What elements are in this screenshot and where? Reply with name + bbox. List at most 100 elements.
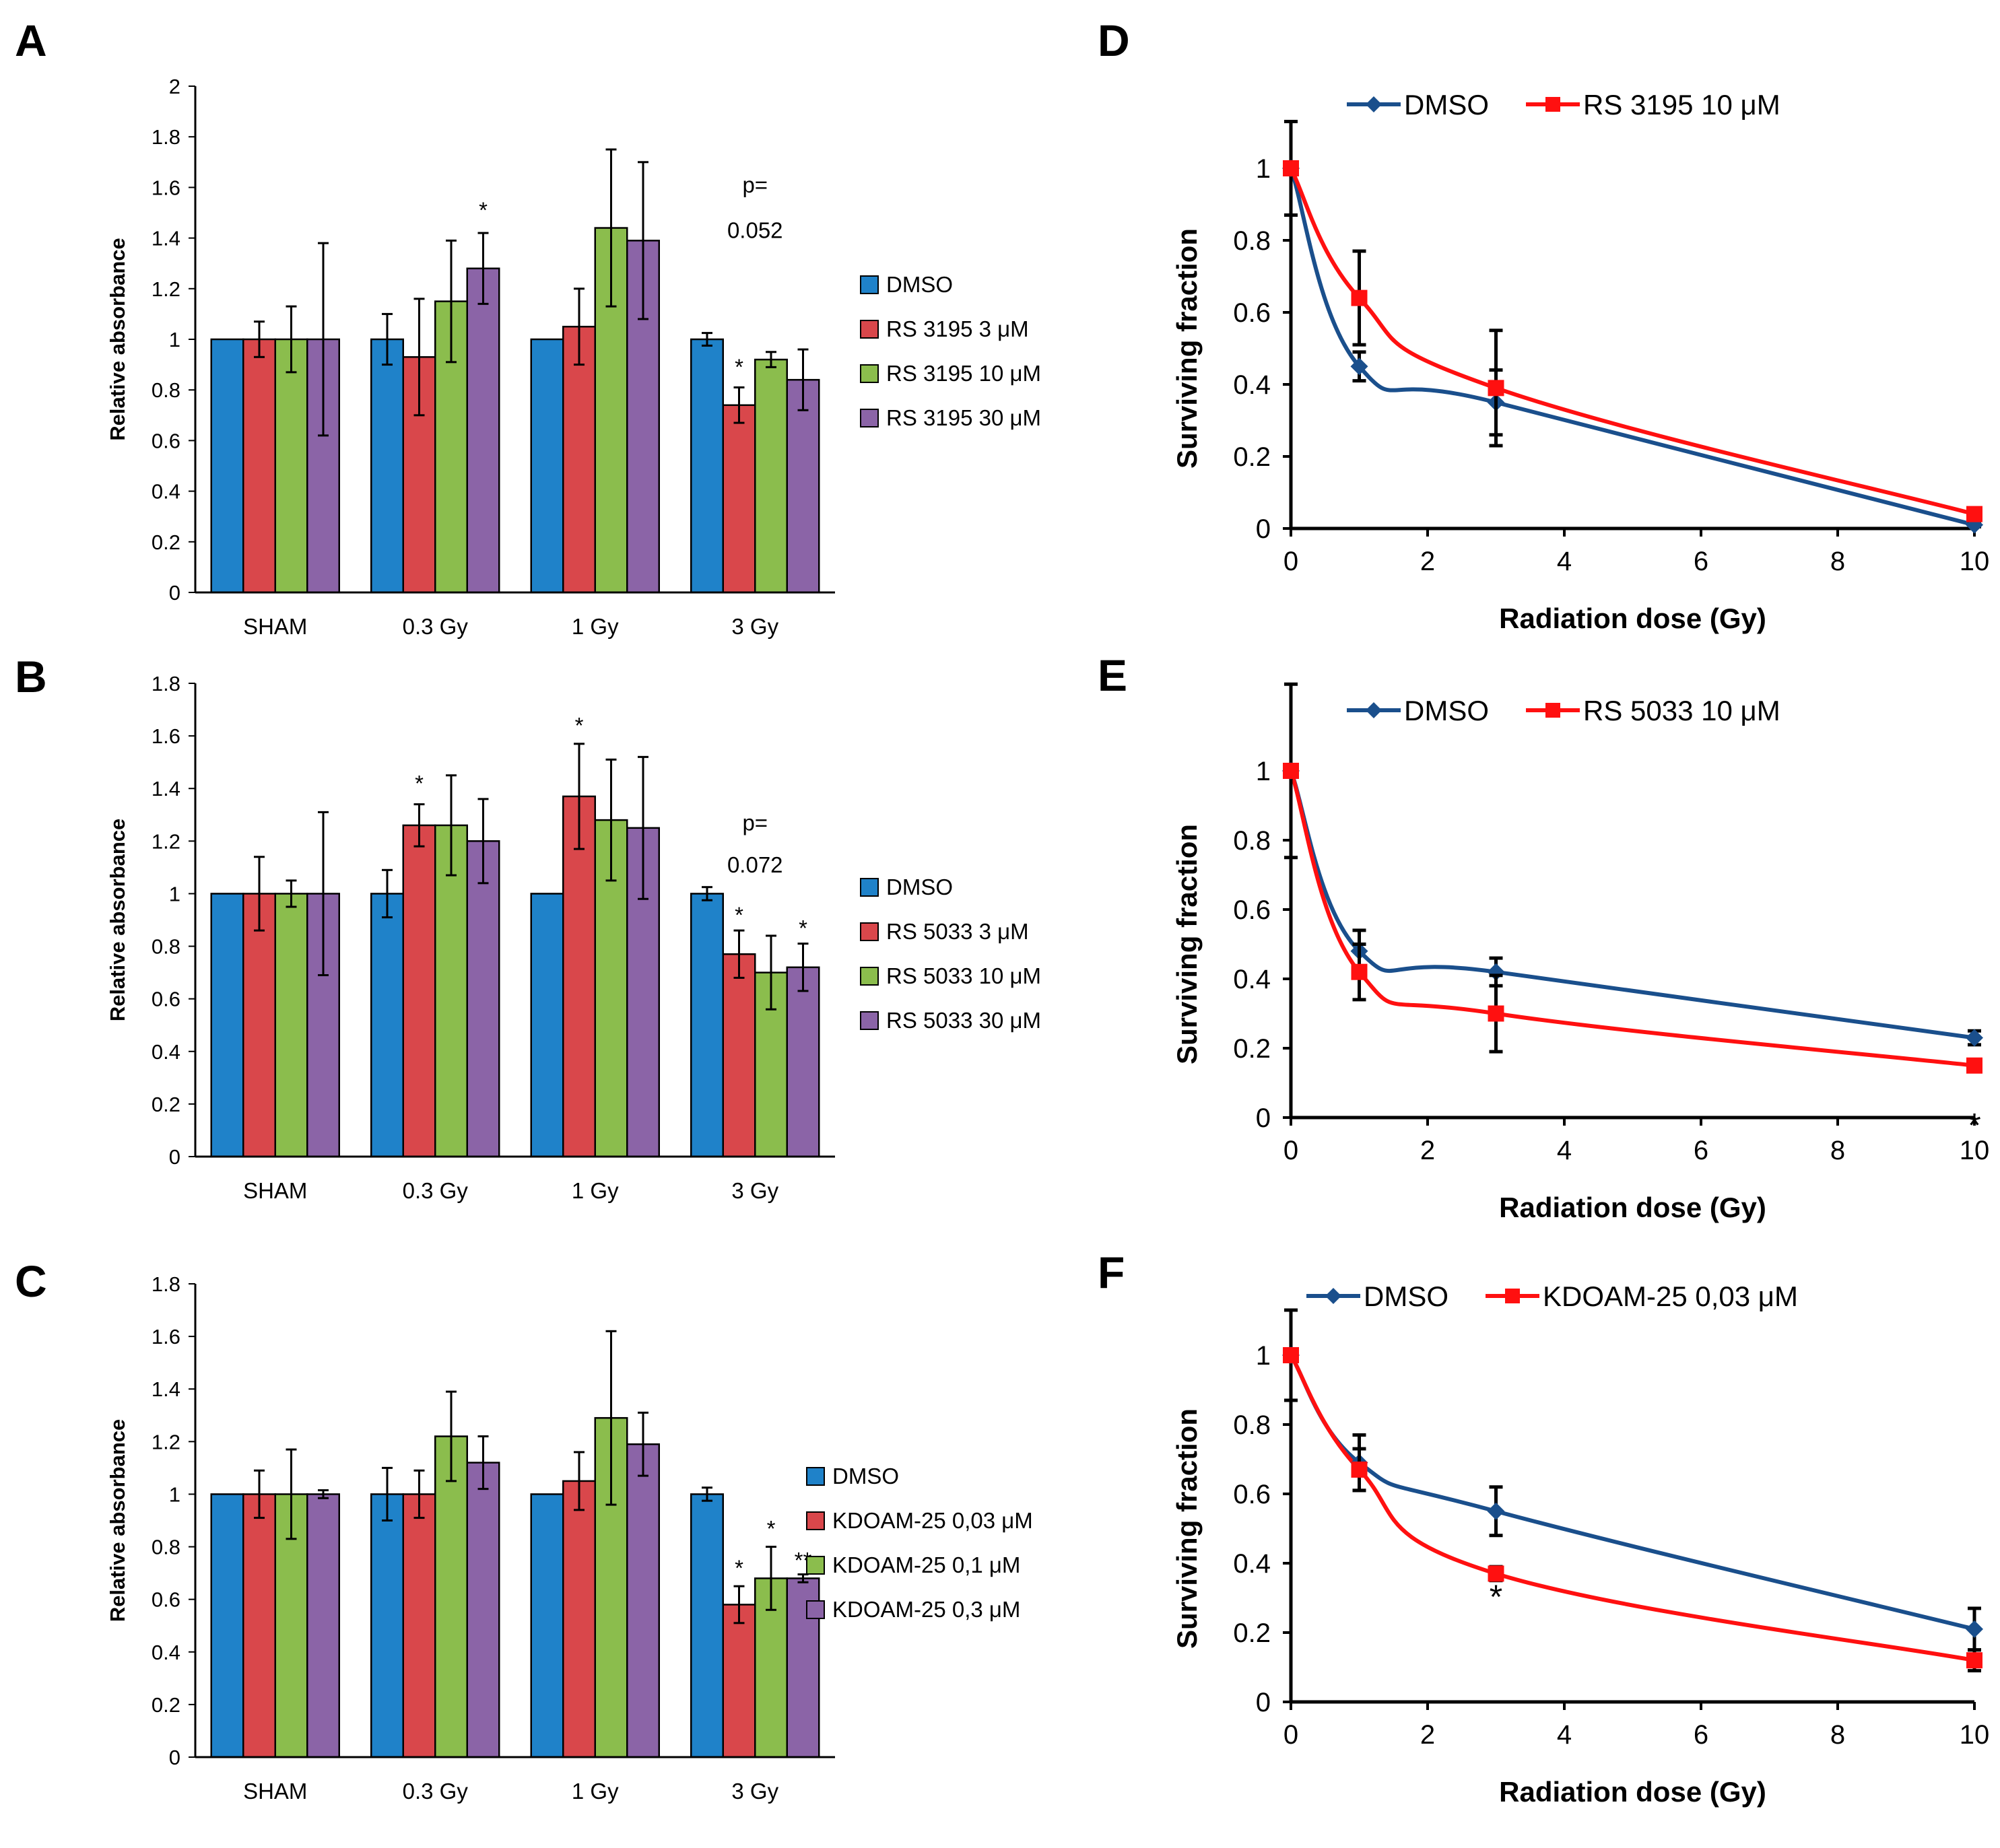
bar	[626, 1443, 660, 1758]
y-tick-label: 2	[169, 75, 180, 98]
y-tick-label: 1.4	[152, 1377, 180, 1401]
significance-annotation: 0.072	[727, 852, 783, 877]
panel-label: F	[1098, 1247, 1125, 1297]
x-tick-label: 0.3 Gy	[403, 1779, 469, 1804]
bar	[466, 1462, 500, 1758]
significance-annotation: *	[479, 198, 488, 223]
data-point	[1966, 1057, 1982, 1074]
bar	[466, 267, 500, 594]
data-point	[1488, 1005, 1504, 1022]
x-tick-label: 0	[1284, 547, 1298, 576]
bar	[722, 404, 756, 594]
legend-label: RS 5033 3 μM	[886, 919, 1029, 944]
data-point	[1966, 1620, 1983, 1638]
series-line	[1289, 769, 1975, 1040]
x-tick-label: 1 Gy	[572, 1178, 619, 1203]
x-tick-label: 0	[1284, 1720, 1298, 1750]
y-tick-label: 0	[1256, 514, 1271, 544]
significance-annotation: p=	[742, 172, 768, 197]
legend: DMSO RS 3195 10 μM	[1347, 89, 1780, 121]
bar	[402, 824, 436, 1158]
y-tick-label: 1.6	[152, 176, 180, 199]
bar	[690, 1493, 724, 1758]
bar	[786, 378, 820, 594]
y-tick-label: 0.4	[152, 1040, 180, 1064]
legend-swatch	[860, 922, 879, 941]
legend-swatch	[860, 320, 879, 339]
legend-label: KDOAM-25 0,03 μM	[832, 1508, 1033, 1533]
x-axis-title: Radiation dose (Gy)	[1499, 603, 1766, 634]
y-tick-label: 0	[1256, 1103, 1271, 1133]
significance-annotation: *	[415, 771, 424, 796]
bar	[562, 325, 596, 594]
legend-label: RS 3195 10 μM	[886, 361, 1041, 386]
y-axis-title: Relative absorbance	[106, 1419, 129, 1622]
panel-label: E	[1098, 650, 1127, 700]
x-tick-label: 8	[1830, 1720, 1845, 1750]
y-tick-label: 0.4	[1233, 1549, 1271, 1579]
legend-label: RS 3195 30 μM	[886, 405, 1041, 430]
x-tick-label: 3 Gy	[731, 1178, 778, 1203]
y-tick-label: 0.8	[152, 1536, 180, 1559]
x-tick-label: 0.3 Gy	[403, 614, 469, 639]
legend-swatch	[806, 1467, 825, 1486]
x-tick-label: 2	[1420, 1136, 1435, 1165]
x-tick-label: 0	[1284, 1136, 1298, 1165]
data-point	[1351, 1461, 1368, 1478]
x-tick-label: 6	[1694, 547, 1708, 576]
legend-label: DMSO	[1404, 695, 1489, 726]
y-tick-label: 0.2	[152, 1093, 180, 1116]
y-tick-label: 0.8	[1233, 1410, 1271, 1440]
bar	[370, 338, 404, 594]
x-tick-label: 0.3 Gy	[403, 1178, 469, 1203]
y-tick-label: 1.6	[152, 724, 180, 748]
y-axis-title: Relative absorbance	[106, 238, 129, 441]
x-tick-label: 8	[1830, 547, 1845, 576]
y-tick-label: 1.2	[152, 1430, 180, 1453]
legend: DMSO KDOAM-25 0,03 μM	[1306, 1280, 1798, 1312]
bar	[786, 966, 820, 1158]
bar	[530, 338, 564, 594]
y-axis-title: Surviving fraction	[1171, 1408, 1203, 1649]
x-tick-label: 8	[1830, 1136, 1845, 1165]
data-point	[1283, 1347, 1299, 1363]
bar	[754, 358, 788, 594]
y-tick-label: 0.6	[152, 1588, 180, 1612]
data-point	[1351, 289, 1368, 306]
y-tick-label: 0.8	[152, 935, 180, 959]
bar-chart-b: B 0 0.2 0.4 0.6 0.8 1 1.2 1.4 1.6 1.8 SHAM 0.3 Gy 1 G…	[15, 652, 1041, 1203]
data-point	[1283, 763, 1299, 779]
y-tick-label: 0.6	[1233, 895, 1271, 925]
series-line	[1289, 168, 1975, 527]
legend-swatch	[806, 1600, 825, 1619]
data-point	[1966, 506, 1982, 522]
data-point	[1966, 1652, 1982, 1669]
legend-swatch	[860, 967, 879, 986]
legend-marker	[1505, 1289, 1520, 1303]
y-tick-label: 0	[1256, 1688, 1271, 1717]
legend-label: RS 3195 3 μM	[886, 316, 1029, 341]
legend-label: KDOAM-25 0,3 μM	[832, 1597, 1020, 1622]
x-tick-label: SHAM	[243, 1178, 307, 1203]
bar	[722, 1604, 756, 1758]
legend-swatch	[860, 364, 879, 383]
y-tick-label: 1	[169, 328, 180, 351]
bar	[210, 893, 244, 1158]
bar	[402, 1493, 436, 1758]
legend-marker	[1325, 1288, 1341, 1304]
x-tick-label: 4	[1557, 1720, 1572, 1750]
y-tick-label: 0	[169, 1746, 180, 1769]
y-tick-label: 1.8	[152, 1272, 180, 1296]
y-tick-label: 1	[1256, 757, 1271, 786]
bar	[274, 338, 308, 594]
data-point	[1487, 1502, 1505, 1520]
x-tick-label: 10	[1960, 1136, 1990, 1165]
y-tick-label: 0.2	[1233, 442, 1271, 472]
legend-swatch	[806, 1556, 825, 1575]
y-tick-label: 0.4	[1233, 965, 1271, 994]
y-tick-label: 0	[169, 1145, 180, 1169]
bar	[242, 1493, 276, 1758]
x-tick-label: 10	[1960, 1720, 1990, 1750]
